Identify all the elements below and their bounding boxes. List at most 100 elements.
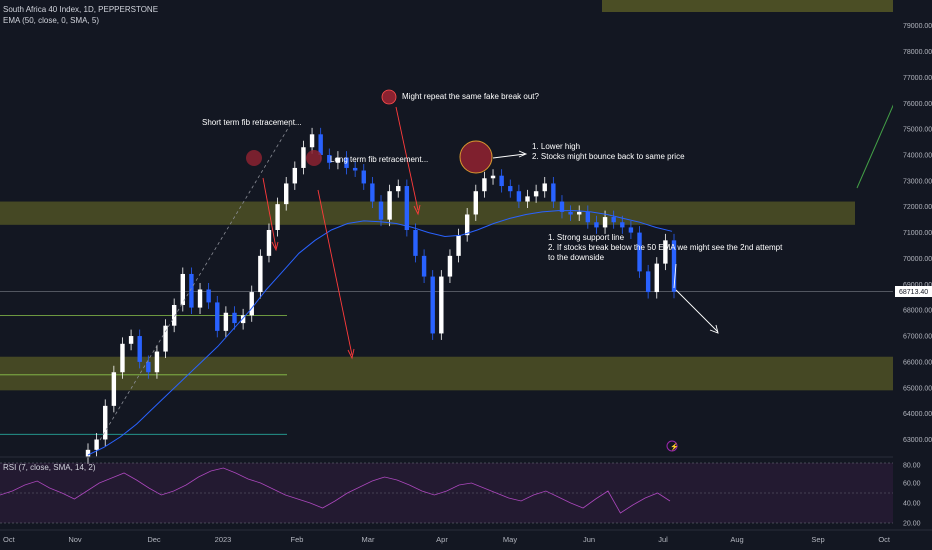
candle-body <box>352 167 358 171</box>
candle-body <box>275 204 280 230</box>
candle-body <box>533 191 539 197</box>
candle-body <box>146 361 151 373</box>
time-tick-label: 2023 <box>215 535 232 544</box>
candle-body <box>301 147 306 168</box>
time-axis-labels: Oct Nov Dec 2023 Feb Mar Apr May Jun Jul Aug Sep Oct <box>3 535 891 544</box>
note-support-3: to the downside <box>548 253 605 262</box>
candle-body <box>525 196 530 202</box>
price-tag-text: 68713.40 <box>899 289 928 296</box>
candle-body <box>292 167 298 184</box>
note-lower-high-1: 1. Lower high <box>532 142 580 151</box>
rsi-label: RSI (7, close, SMA, 14, 2) <box>3 463 96 472</box>
indicator-label: EMA (50, close, 0, SMA, 5) <box>3 16 99 25</box>
candle-body <box>318 134 323 155</box>
price-tick-label: 65000.00 <box>903 385 932 392</box>
candle-body <box>163 325 168 352</box>
candle-body <box>361 170 366 184</box>
price-tag <box>895 286 932 297</box>
candle-body <box>620 222 625 228</box>
candle-body <box>516 191 522 202</box>
price-axis[interactable] <box>893 0 932 530</box>
marker-circle-2 <box>306 150 322 166</box>
candle-body <box>645 271 651 293</box>
candle-body <box>189 273 194 308</box>
price-tick-label: 77000.00 <box>903 75 932 82</box>
fib-dashed-line <box>99 124 291 441</box>
candle-body <box>128 336 134 344</box>
candle-body <box>327 155 332 163</box>
rsi-tick-label: 20.00 <box>903 521 921 528</box>
price-tick-label: 70000.00 <box>903 256 932 263</box>
price-tick-label: 76000.00 <box>903 101 932 108</box>
candle-body <box>602 217 608 228</box>
note-long-fib: Long term fib retracement... <box>330 155 428 164</box>
chart-title: South Africa 40 Index, 1D, PEPPERSTONE <box>3 5 158 14</box>
price-tick-label: 64000.00 <box>903 411 932 418</box>
candle-body <box>456 235 461 256</box>
candle-body <box>120 343 125 373</box>
candle-body <box>344 157 349 168</box>
ema-line <box>87 210 673 456</box>
candle-body <box>464 214 470 236</box>
price-tick-label: 75000.00 <box>903 127 932 134</box>
candle-body <box>387 191 392 220</box>
event-icon-glyph: ⚡ <box>670 442 679 451</box>
time-tick-label: Mar <box>362 535 375 544</box>
candle-body <box>559 201 565 212</box>
candle-body <box>413 230 418 256</box>
candle-body <box>111 372 117 406</box>
support-zone <box>0 356 893 391</box>
candle-body <box>671 240 677 292</box>
candle-body <box>637 232 642 272</box>
candle-body <box>396 186 401 192</box>
candle-body <box>266 230 272 256</box>
note-fake-break: Might repeat the same fake break out? <box>402 92 540 101</box>
time-tick-label: Jun <box>583 535 595 544</box>
rsi-tick-label: 60.00 <box>903 481 921 488</box>
candle-body <box>137 336 142 362</box>
candle-body <box>94 439 99 450</box>
time-tick-label: Jul <box>658 535 668 544</box>
candle-body <box>421 255 427 277</box>
candle-body <box>232 312 237 324</box>
note-short-fib: Short term fib retracement... <box>202 118 302 127</box>
price-tick-label: 67000.00 <box>903 334 932 341</box>
event-icon[interactable] <box>666 440 678 452</box>
time-tick-label: Dec <box>147 535 161 544</box>
candle-body <box>473 191 478 215</box>
candlestick-series <box>85 127 677 465</box>
marker-circle-1 <box>246 150 262 166</box>
resistance-zone <box>0 201 855 225</box>
candle-body <box>171 305 177 326</box>
price-tick-label: 73000.00 <box>903 178 932 185</box>
candle-body <box>404 186 410 230</box>
candle-body <box>654 263 659 293</box>
time-tick-label: May <box>503 535 517 544</box>
candle-body <box>240 315 246 324</box>
rsi-axis-labels: 80.00 60.00 40.00 20.00 <box>903 463 921 528</box>
candle-body <box>154 351 160 373</box>
candle-body <box>568 211 573 215</box>
candle-body <box>430 276 435 334</box>
rsi-pane[interactable]: RSI (7, close, SMA, 14, 2) <box>0 462 893 524</box>
candle-body <box>585 211 591 223</box>
price-tick-label: 68000.00 <box>903 308 932 315</box>
price-tick-label: 72000.00 <box>903 204 932 211</box>
candle-body <box>180 273 185 305</box>
time-tick-label: Oct <box>3 535 16 544</box>
marker-circle-lower-high <box>459 140 493 174</box>
candle-body <box>542 183 547 192</box>
price-tick-label: 63000.00 <box>903 437 932 444</box>
time-tick-label: Apr <box>436 535 448 544</box>
price-axis-labels: 79000.00 78000.00 77000.00 76000.00 75000.00… <box>903 23 932 444</box>
candle-body <box>103 405 108 440</box>
price-tick-label: 78000.00 <box>903 49 932 56</box>
green-arrow <box>856 91 900 189</box>
rsi-tick-label: 40.00 <box>903 501 921 508</box>
candle-body <box>249 292 254 316</box>
price-zones <box>0 0 893 391</box>
time-tick-label: Oct <box>878 535 891 544</box>
candle-body <box>628 227 634 233</box>
candle-body <box>258 255 263 293</box>
